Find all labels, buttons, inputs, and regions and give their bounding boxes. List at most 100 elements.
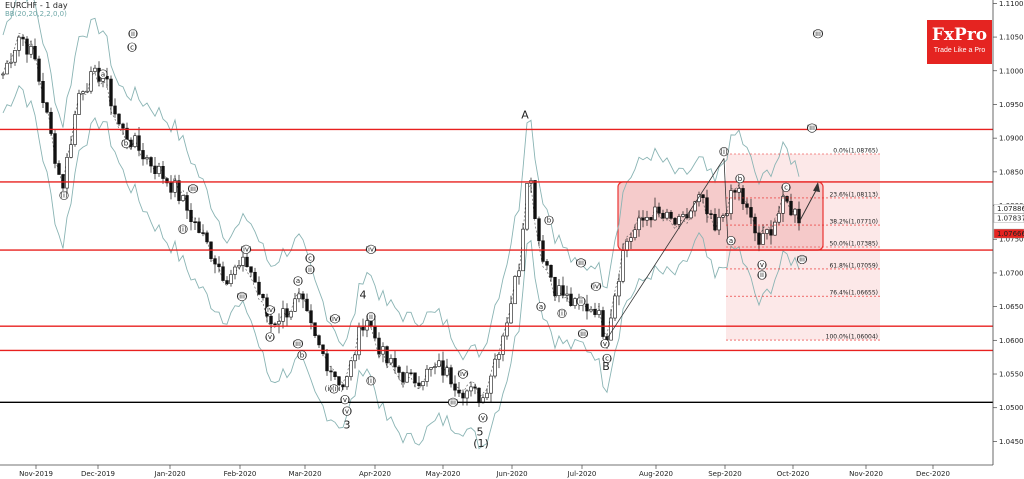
candle-body — [269, 315, 273, 325]
candle-body — [493, 358, 497, 377]
candle-body — [385, 346, 389, 364]
candle-body — [705, 197, 709, 214]
wave-label: (i) — [558, 310, 566, 318]
candle-body — [369, 320, 373, 327]
candle-body — [409, 372, 413, 375]
candle-body — [417, 382, 421, 386]
wave-label-circle — [297, 350, 307, 360]
candle-body — [321, 344, 325, 354]
candle-body — [157, 165, 161, 174]
candle-body — [557, 285, 561, 296]
candle-body — [549, 264, 553, 278]
candle-body — [317, 335, 321, 346]
candle-body — [217, 263, 221, 268]
fibonacci-label: 76.4%(1.06655) — [829, 290, 878, 297]
wave-label: (i)(iii) — [325, 385, 344, 393]
candle-body — [601, 310, 605, 337]
candle-body — [433, 366, 437, 368]
candle-body — [537, 218, 541, 242]
price-tag-box — [993, 213, 1024, 223]
candle-body — [117, 113, 121, 125]
bollinger-upper-band — [2, 0, 800, 361]
candle-body — [617, 280, 621, 297]
candle-body — [225, 280, 229, 284]
wave-label-circle — [578, 328, 588, 339]
wave-label: (ii) — [305, 266, 315, 274]
candle-body — [113, 105, 117, 115]
wave-label-circle — [797, 254, 807, 265]
y-axis-tick-label: 1.09000 — [999, 135, 1024, 143]
wave-label-circle — [305, 253, 315, 263]
candle-body — [777, 213, 781, 223]
candle-body — [505, 322, 509, 337]
wave-label: (i) — [720, 148, 728, 156]
wave-label: (b) — [544, 217, 554, 225]
wave-label: (ii) — [128, 30, 138, 38]
candle-body — [65, 157, 69, 189]
wave-label: (a) — [536, 303, 546, 311]
fibonacci-label: 50.0%(1.07385) — [829, 240, 878, 247]
candle-body — [625, 241, 629, 251]
candle-body — [205, 232, 209, 243]
candle-body — [477, 387, 481, 404]
candle-body — [593, 308, 597, 315]
candle-body — [305, 298, 309, 312]
candle-body — [497, 354, 501, 360]
candle-body — [629, 237, 633, 242]
candle-body — [597, 310, 601, 315]
wave-label-circle — [340, 395, 350, 405]
candle-body — [357, 326, 361, 356]
candle-body — [257, 281, 261, 295]
candle-body — [153, 165, 157, 174]
x-axis-tick-label: Aug-2020 — [639, 470, 673, 478]
candle-body — [89, 71, 93, 92]
wave-label: (v) — [478, 414, 488, 422]
candle-body — [133, 135, 137, 147]
wave-label-circle — [478, 413, 488, 423]
wave-label-circle — [293, 339, 303, 349]
candle-body — [661, 212, 665, 219]
wave-degree-label: (1) — [473, 437, 489, 450]
wave-label: (iii) — [577, 330, 589, 338]
wave-label: (ii) — [576, 297, 586, 305]
x-axis-tick-label: Nov-2020 — [849, 470, 883, 478]
wave-label-circle — [781, 182, 791, 192]
candle-body — [325, 353, 329, 372]
candle-body — [233, 266, 237, 275]
candle-body — [341, 384, 345, 388]
x-axis-tick-label: Jan-2020 — [153, 470, 185, 478]
wave-label: (iii) — [796, 256, 808, 264]
candle-body — [473, 386, 477, 389]
candle-body — [273, 323, 277, 326]
candle-body — [401, 372, 405, 383]
wave-label: (ii) — [757, 271, 767, 279]
wave-label-circle — [305, 264, 315, 275]
candle-body — [297, 293, 301, 300]
wave-degree-label: A — [521, 109, 529, 122]
candle-body — [749, 207, 753, 218]
candle-body — [333, 371, 337, 378]
fibonacci-label: 61.8%(1.07059) — [829, 262, 878, 269]
wave-label: (a) — [293, 277, 303, 285]
candle-body — [461, 392, 465, 399]
candle-body — [757, 232, 761, 245]
candle-body — [513, 276, 517, 305]
brand-name: FxPro — [931, 25, 988, 45]
candle-body — [737, 188, 741, 193]
wave-label: (iv) — [264, 306, 276, 314]
brand-tagline: Trade Like a Pro — [933, 47, 986, 54]
wave-label-circle — [807, 123, 817, 133]
candle-body — [293, 298, 297, 312]
wave-label: (c) — [602, 355, 612, 363]
candle-body — [149, 157, 153, 167]
candle-body — [169, 182, 173, 193]
candle-body — [713, 213, 717, 231]
candle-body — [765, 229, 769, 234]
candle-body — [285, 308, 289, 318]
wave-label: (b) — [297, 351, 307, 359]
candle-body — [93, 67, 97, 72]
candle-body — [677, 216, 681, 225]
candle-body — [389, 358, 393, 364]
candle-body — [773, 221, 777, 236]
candle-body — [261, 294, 265, 299]
